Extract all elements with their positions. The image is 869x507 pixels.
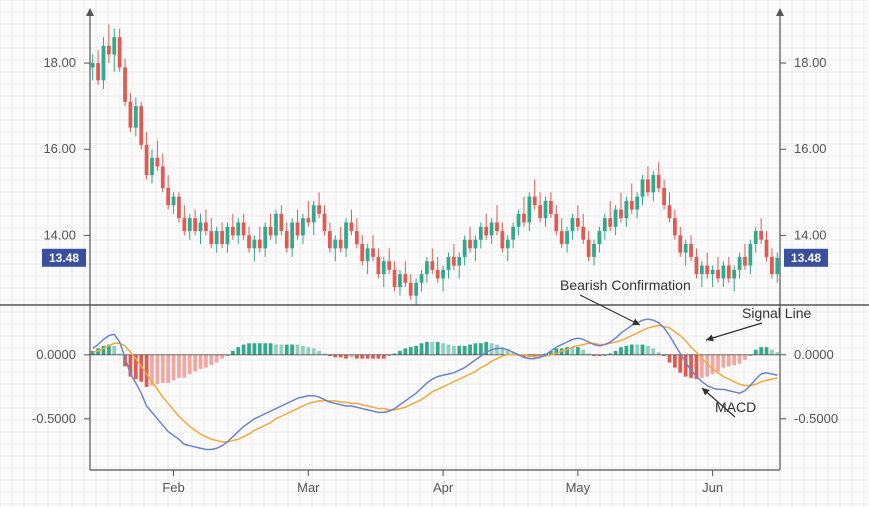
x-tick: Jun xyxy=(702,480,723,495)
macd-tick-right: -0.5000 xyxy=(794,411,838,426)
x-tick: Apr xyxy=(433,480,454,495)
x-tick: Feb xyxy=(162,480,184,495)
stock-chart: 14.00 14.00 16.00 16.00 18.00 18.00 13.48 13.48… xyxy=(0,0,869,507)
y-tick-left: 14.00 xyxy=(43,227,76,242)
annotation-signal: Signal Line xyxy=(742,305,811,321)
x-tick: May xyxy=(566,480,591,495)
macd-tick-right: 0.0000 xyxy=(794,347,834,362)
y-tick-right: 16.00 xyxy=(794,141,827,156)
x-tick: Mar xyxy=(297,480,320,495)
macd-tick-left: 0.0000 xyxy=(36,347,76,362)
y-tick-left: 16.00 xyxy=(43,141,76,156)
y-tick-right: 14.00 xyxy=(794,227,827,242)
price-tag-label-right: 13.48 xyxy=(791,251,821,265)
annotation-macd: MACD xyxy=(715,399,756,415)
annotation-bearish: Bearish Confirmation xyxy=(560,277,691,293)
y-tick-right: 18.00 xyxy=(794,55,827,70)
price-tag-label-left: 13.48 xyxy=(49,251,79,265)
y-tick-left: 18.00 xyxy=(43,55,76,70)
macd-tick-left: -0.5000 xyxy=(32,411,76,426)
